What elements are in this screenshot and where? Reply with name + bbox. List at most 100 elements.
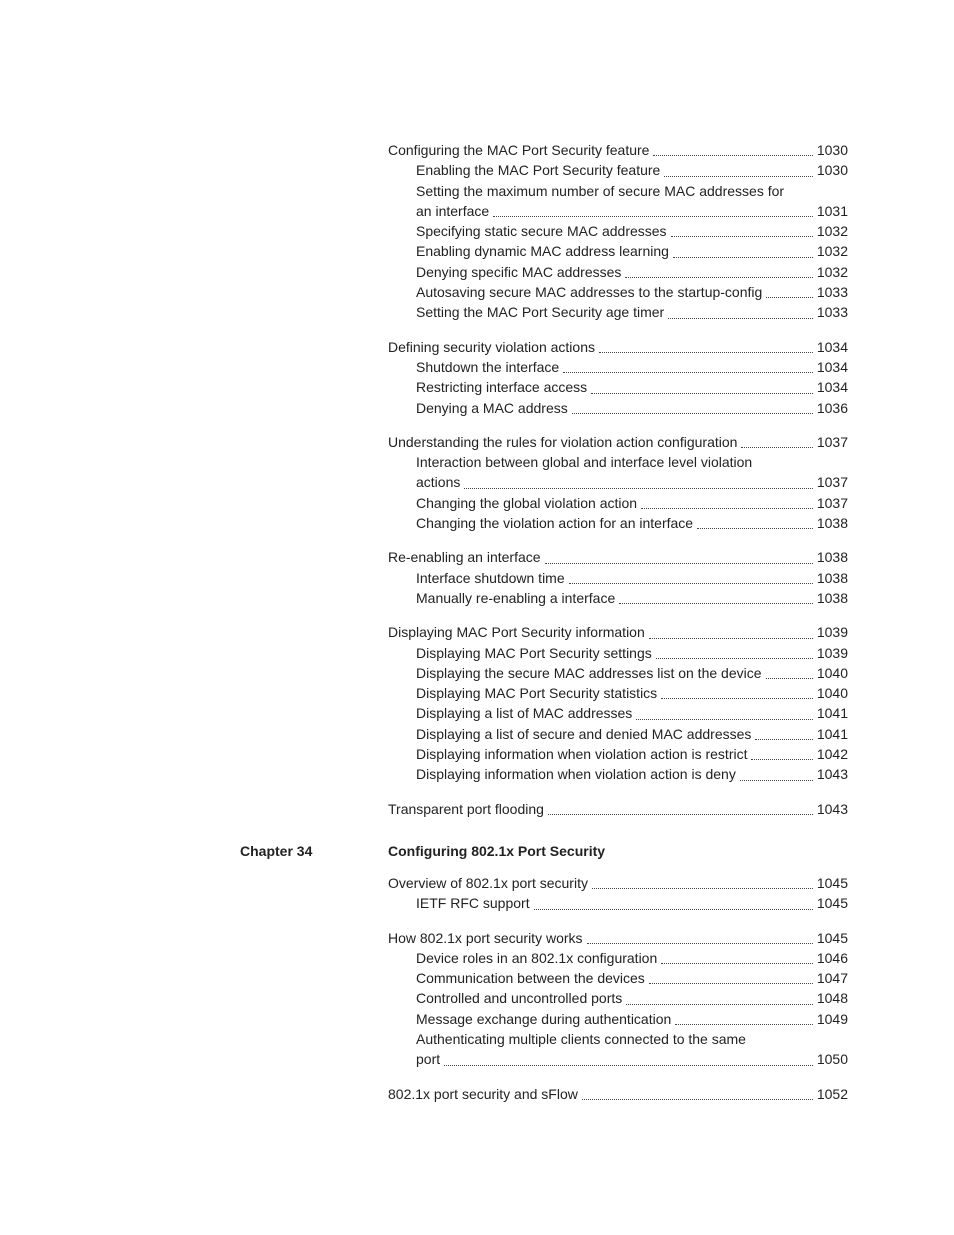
toc-entry-page: 1050 <box>817 1049 848 1069</box>
toc-entry[interactable]: Specifying static secure MAC addresses10… <box>416 221 848 241</box>
toc-entry-page: 1048 <box>817 988 848 1008</box>
toc-entry-page: 1034 <box>817 337 848 357</box>
toc-entry-label: Displaying MAC Port Security settings <box>416 643 652 663</box>
toc-entry[interactable]: Defining security violation actions 1034 <box>388 337 848 357</box>
toc-leader-dots <box>582 1098 813 1100</box>
toc-entry[interactable]: Displaying the secure MAC addresses list… <box>416 663 848 683</box>
toc-leader-dots <box>755 738 812 740</box>
toc-entry-label: Displaying a list of MAC addresses <box>416 703 632 723</box>
toc-entry[interactable]: Displaying MAC Port Security settings 103… <box>416 643 848 663</box>
toc-leader-dots <box>587 942 813 944</box>
toc-entry[interactable]: Message exchange during authentication10… <box>416 1009 848 1029</box>
toc-entry-label: Manually re-enabling a interface <box>416 588 615 608</box>
toc-entry-page: 1045 <box>817 893 848 913</box>
toc-leader-dots <box>766 296 813 298</box>
toc-entry-label: Displaying a list of secure and denied M… <box>416 724 751 744</box>
toc-entry[interactable]: Displaying a list of secure and denied M… <box>416 724 848 744</box>
toc-entry[interactable]: Communication between the devices1047 <box>416 968 848 988</box>
chapter-title: Configuring 802.1x Port Security <box>388 843 848 859</box>
toc-entry[interactable]: Overview of 802.1x port security1045 <box>388 873 848 893</box>
toc-entry[interactable]: Enabling dynamic MAC address learning 103… <box>416 241 848 261</box>
toc-entry-page: 1039 <box>817 622 848 642</box>
toc-leader-dots <box>572 412 813 414</box>
toc-leader-dots <box>563 371 813 373</box>
toc-entry-label: Displaying information when violation ac… <box>416 764 736 784</box>
toc-entry[interactable]: Understanding the rules for violation ac… <box>388 432 848 452</box>
toc-leader-dots <box>464 487 812 489</box>
toc-entry-label: Enabling dynamic MAC address learning <box>416 241 669 261</box>
toc-entry[interactable]: Configuring the MAC Port Security featur… <box>388 140 848 160</box>
toc-entry-label: Message exchange during authentication <box>416 1009 671 1029</box>
toc-entry[interactable]: Changing the global violation action1037 <box>416 493 848 513</box>
toc-entry-label: Displaying information when violation ac… <box>416 744 747 764</box>
toc-entry[interactable]: Interface shutdown time1038 <box>416 568 848 588</box>
toc-group: Configuring the MAC Port Security featur… <box>388 140 848 323</box>
toc-entry[interactable]: Denying specific MAC addresses1032 <box>416 262 848 282</box>
toc-entry-label: Specifying static secure MAC addresses <box>416 221 667 241</box>
toc-entry-label: Defining security violation actions <box>388 337 595 357</box>
toc-entry-label: Displaying MAC Port Security statistics <box>416 683 657 703</box>
toc-entry-page: 1043 <box>817 764 848 784</box>
toc-entry[interactable]: an interface1031 <box>416 201 848 221</box>
toc-entry[interactable]: Autosaving secure MAC addresses to the s… <box>416 282 848 302</box>
toc-entry[interactable]: Displaying MAC Port Security statistics1… <box>416 683 848 703</box>
toc-entry[interactable]: Displaying information when violation ac… <box>416 744 848 764</box>
toc-entry[interactable]: port1050 <box>416 1049 848 1069</box>
toc-entry-page: 1038 <box>817 568 848 588</box>
toc-group: How 802.1x port security works1045Device… <box>388 928 848 1070</box>
toc-entry[interactable]: Controlled and uncontrolled ports1048 <box>416 988 848 1008</box>
toc-entry[interactable]: Displaying a list of MAC addresses1041 <box>416 703 848 723</box>
toc-entry[interactable]: Interaction between global and interface… <box>416 452 848 472</box>
toc-entry-page: 1039 <box>817 643 848 663</box>
toc-entry-page: 1030 <box>817 160 848 180</box>
toc-entry[interactable]: Restricting interface access1034 <box>416 377 848 397</box>
toc-leader-dots <box>619 602 813 604</box>
toc-entry[interactable]: Displaying MAC Port Security information… <box>388 622 848 642</box>
toc-group: 802.1x port security and sFlow1052 <box>388 1084 848 1104</box>
toc-entry-label: Understanding the rules for violation ac… <box>388 432 737 452</box>
toc-entry-page: 1040 <box>817 663 848 683</box>
toc-group: Defining security violation actions 1034S… <box>388 337 848 418</box>
toc-entry[interactable]: IETF RFC support1045 <box>416 893 848 913</box>
toc-leader-dots <box>649 637 813 639</box>
toc-entry[interactable]: Manually re-enabling a interface 1038 <box>416 588 848 608</box>
toc-entry-page: 1045 <box>817 928 848 948</box>
toc-entry-label: Configuring the MAC Port Security featur… <box>388 140 649 160</box>
toc-leader-dots <box>626 1003 813 1005</box>
chapter-label: Chapter 34 <box>240 843 370 859</box>
toc-entry[interactable]: Transparent port flooding1043 <box>388 799 848 819</box>
toc-entry[interactable]: Device roles in an 802.1x configuration1… <box>416 948 848 968</box>
toc-leader-dots <box>751 758 812 760</box>
toc-leader-dots <box>641 507 813 509</box>
toc-entry-label: Overview of 802.1x port security <box>388 873 588 893</box>
toc-entry-page: 1030 <box>817 140 848 160</box>
toc-entry[interactable]: Setting the maximum number of secure MAC… <box>416 181 848 201</box>
toc-entry-label: Denying a MAC address <box>416 398 568 418</box>
toc-entry-page: 1034 <box>817 377 848 397</box>
toc-entry[interactable]: Changing the violation action for an int… <box>416 513 848 533</box>
toc-entry[interactable]: Setting the MAC Port Security age timer1… <box>416 302 848 322</box>
toc-entry-page: 1038 <box>817 588 848 608</box>
toc-entry[interactable]: Displaying information when violation ac… <box>416 764 848 784</box>
toc-entry[interactable]: Shutdown the interface1034 <box>416 357 848 377</box>
toc-entry-label: Re-enabling an interface <box>388 547 541 567</box>
toc-entry[interactable]: Enabling the MAC Port Security feature10… <box>416 160 848 180</box>
toc-entry[interactable]: Re-enabling an interface1038 <box>388 547 848 567</box>
toc-entry-page: 1033 <box>817 302 848 322</box>
toc-entry-page: 1038 <box>817 513 848 533</box>
toc-entry[interactable]: Denying a MAC address1036 <box>416 398 848 418</box>
toc-entry-label: Autosaving secure MAC addresses to the s… <box>416 282 762 302</box>
toc-entry[interactable]: 802.1x port security and sFlow1052 <box>388 1084 848 1104</box>
toc-entry-page: 1037 <box>817 432 848 452</box>
toc-entry-label: Authenticating multiple clients connecte… <box>416 1029 746 1049</box>
toc-leader-dots <box>649 982 813 984</box>
toc-entry[interactable]: actions1037 <box>416 472 848 492</box>
toc-entry[interactable]: Authenticating multiple clients connecte… <box>416 1029 848 1049</box>
toc-entry-page: 1032 <box>817 241 848 261</box>
toc-entry-page: 1031 <box>817 201 848 221</box>
toc-entry-page: 1034 <box>817 357 848 377</box>
toc-leader-dots <box>661 962 813 964</box>
toc-entry[interactable]: How 802.1x port security works1045 <box>388 928 848 948</box>
toc-entry-label: Displaying the secure MAC addresses list… <box>416 663 762 683</box>
toc-leader-dots <box>668 317 813 319</box>
